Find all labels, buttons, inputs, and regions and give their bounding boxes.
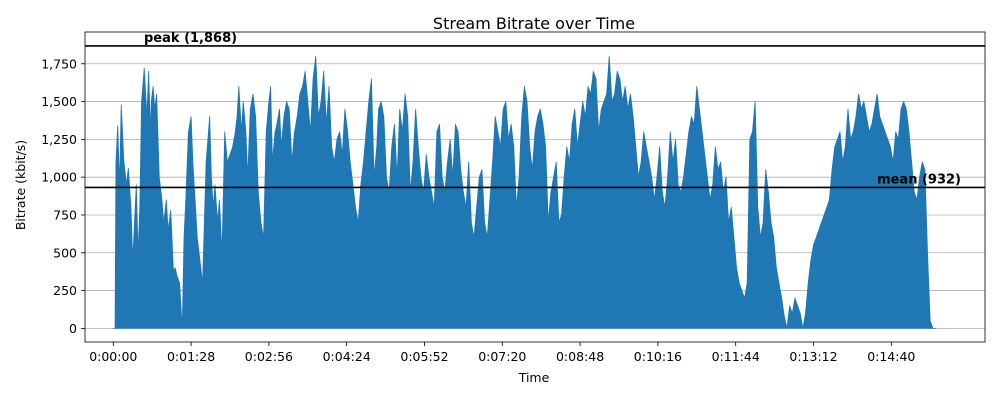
x-tick-label: 0:14:40 (867, 349, 915, 364)
x-tick-label: 0:01:28 (167, 349, 215, 364)
y-tick-label: 1,750 (41, 56, 77, 71)
peak-annotation: peak (1,868) (144, 31, 237, 46)
y-tick-label: 1,500 (41, 94, 77, 109)
y-tick-label: 250 (53, 283, 77, 298)
axes: 0 250 500 750 1,000 1,250 1,500 1,750 0:00:00 0:0… (41, 31, 986, 364)
axes-frame (84, 31, 986, 343)
y-tick-label: 750 (53, 207, 77, 222)
y-tick-label: 1,250 (41, 132, 77, 147)
x-tick-label: 0:11:44 (712, 349, 760, 364)
y-axis-label: Bitrate (kbit/s) (13, 140, 28, 230)
x-tick-label: 0:13:12 (789, 349, 837, 364)
x-tick-label: 0:02:56 (245, 349, 293, 364)
x-tick-label: 0:08:48 (556, 349, 604, 364)
reference-lines: peak (1,868) mean (932) (85, 31, 985, 189)
mean-annotation: mean (932) (877, 172, 961, 187)
y-tick-label: 0 (69, 321, 77, 336)
x-tick-label: 0:10:16 (634, 349, 682, 364)
x-tick-label: 0:07:20 (478, 349, 526, 364)
y-tick-label: 500 (53, 245, 77, 260)
x-tick-label: 0:00:00 (89, 349, 137, 364)
x-tick-label: 0:05:52 (400, 349, 448, 364)
plot-area (112, 55, 936, 329)
x-tick-label: 0:04:24 (323, 349, 371, 364)
x-axis-label: Time (518, 370, 550, 385)
bitrate-area (112, 55, 936, 329)
y-tick-label: 1,000 (41, 170, 77, 185)
chart-title: Stream Bitrate over Time (433, 14, 635, 33)
